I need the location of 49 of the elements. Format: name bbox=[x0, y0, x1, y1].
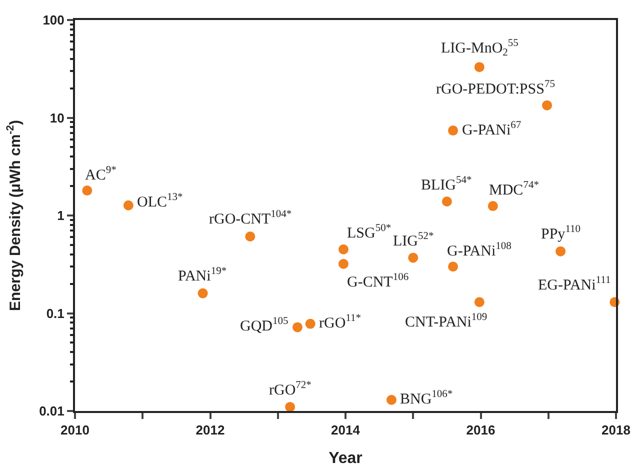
annotation: PANi$^{19*}$ bbox=[178, 266, 227, 284]
x-tick-label: 2010 bbox=[60, 422, 90, 438]
annotation: rGO$^{11*}$ bbox=[319, 313, 362, 332]
annotation: CNT-PANi$^{109}$ bbox=[405, 312, 488, 330]
point bbox=[474, 297, 484, 308]
annotation: GQD$^{105}$ bbox=[240, 316, 288, 334]
point bbox=[408, 252, 418, 263]
annotation: OLC$^{13*}$ bbox=[137, 192, 183, 210]
x-tick-label: 2016 bbox=[466, 422, 496, 438]
annotation: BNG$^{106*}$ bbox=[400, 389, 453, 408]
y-tick-label: 1 bbox=[57, 208, 64, 224]
point bbox=[245, 231, 256, 242]
annotation: AC$^{9*}$ bbox=[85, 165, 116, 184]
annotation: rGO-CNT$^{104*}$ bbox=[209, 209, 292, 228]
point bbox=[82, 186, 92, 196]
annotation: EG-PANi$^{111}$ bbox=[538, 275, 611, 294]
x-tick-label: 2014 bbox=[331, 422, 361, 438]
y-tick-label: 0.1 bbox=[46, 306, 64, 321]
point bbox=[488, 201, 498, 212]
point bbox=[542, 100, 552, 110]
annotation: MDC$^{74*}$ bbox=[489, 180, 539, 198]
point bbox=[556, 246, 566, 256]
annotation: rGO$^{72*}$ bbox=[269, 380, 312, 398]
annotation: G-CNT$^{106}$ bbox=[347, 272, 409, 290]
annotation: G-PANi$^{67}$ bbox=[462, 120, 522, 138]
x-tick-label: 2018 bbox=[602, 422, 630, 438]
annotation: LIG$^{52*}$ bbox=[393, 231, 434, 250]
point bbox=[448, 126, 458, 136]
point bbox=[305, 318, 316, 329]
annotation: G-PANi$^{108}$ bbox=[447, 241, 512, 260]
point bbox=[292, 322, 302, 332]
y-tick-label: 0.01 bbox=[39, 404, 64, 419]
point bbox=[123, 200, 134, 210]
point bbox=[198, 288, 208, 298]
annotation: LSG$^{50*}$ bbox=[347, 223, 392, 242]
point bbox=[474, 62, 484, 72]
point bbox=[338, 258, 348, 269]
x-axis-title: Year bbox=[328, 450, 362, 467]
point bbox=[448, 262, 458, 272]
y-tick-label: 10 bbox=[50, 110, 64, 126]
point bbox=[442, 196, 452, 207]
y-tick-label: 100 bbox=[42, 12, 64, 28]
x-tick-label: 2012 bbox=[196, 422, 225, 438]
annotation: PPy$^{110}$ bbox=[541, 224, 581, 242]
point bbox=[285, 402, 296, 412]
point bbox=[338, 244, 348, 254]
annotation: rGO-PEDOT:PSS$^{75}$ bbox=[436, 79, 555, 98]
annotation: BLIG$^{54*}$ bbox=[421, 175, 472, 194]
point bbox=[386, 394, 396, 405]
